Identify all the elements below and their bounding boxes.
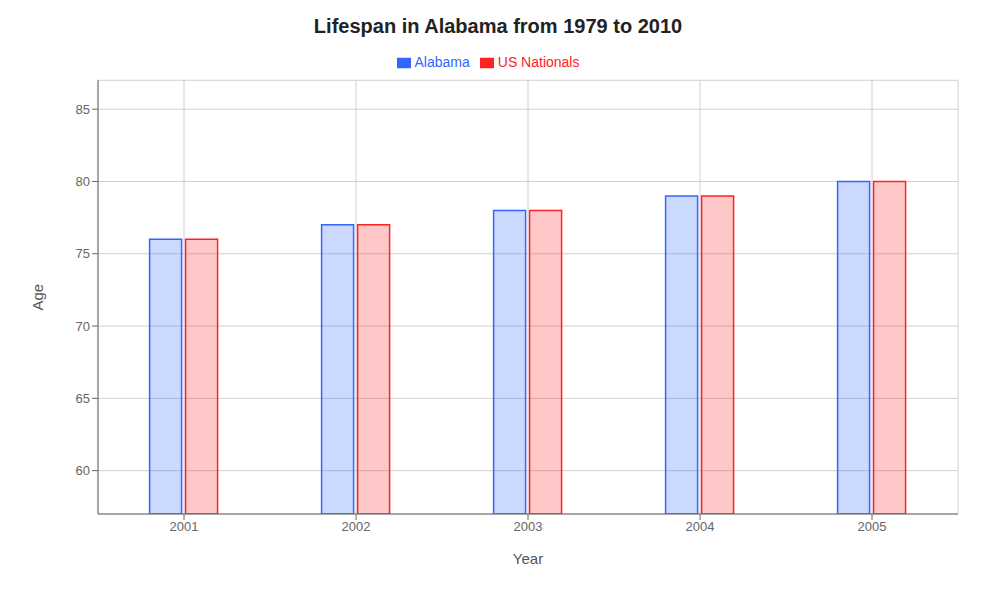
- svg-text:70: 70: [76, 319, 90, 334]
- svg-text:Year: Year: [513, 550, 543, 567]
- svg-text:80: 80: [76, 174, 90, 189]
- svg-text:2002: 2002: [342, 519, 371, 534]
- svg-text:Age: Age: [29, 284, 46, 311]
- svg-text:2003: 2003: [514, 519, 543, 534]
- svg-text:75: 75: [76, 246, 90, 261]
- svg-text:2005: 2005: [858, 519, 887, 534]
- html-text:Lifespan in Alabama from 1979: Lifespan in Alabama from 1979 to 2010: [313, 15, 683, 37]
- html-text:US Nationals: US Nationals: [497, 54, 580, 70]
- svg-text:60: 60: [76, 463, 90, 478]
- svg-text:65: 65: [76, 391, 90, 406]
- svg-text:85: 85: [76, 102, 90, 117]
- svg-text:2001: 2001: [170, 519, 199, 534]
- html-text:Alabama: Alabama: [414, 54, 470, 70]
- svg-text:2004: 2004: [686, 519, 715, 534]
